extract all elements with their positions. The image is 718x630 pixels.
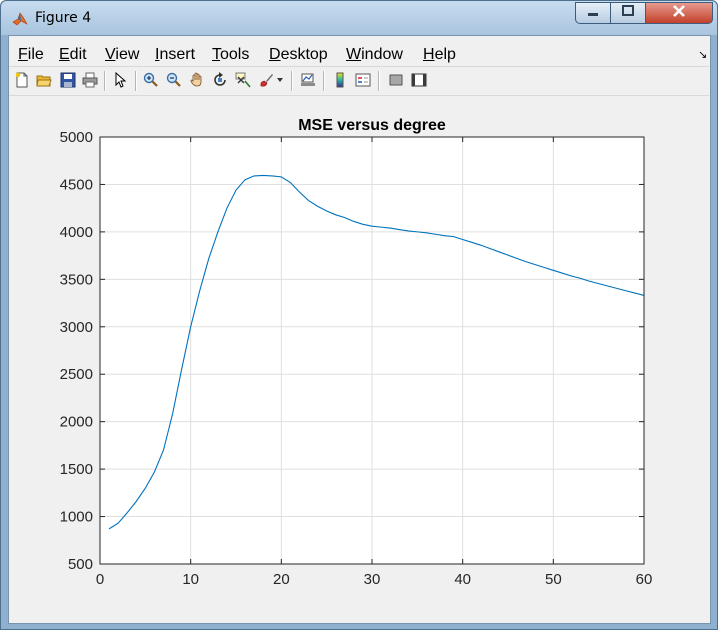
maximize-button[interactable] [610, 2, 646, 24]
figure-canvas: 0 10 20 30 40 50 60 500 1000 1500 2000 2500 3000 3500… [9, 96, 710, 623]
insert-legend-icon[interactable] [353, 70, 373, 90]
series-line-mse[interactable] [108, 174, 645, 530]
zoom-out-icon[interactable] [164, 70, 184, 90]
x-tick-label: 0 [96, 571, 104, 588]
close-button[interactable] [645, 2, 713, 24]
matlab-logo-icon [12, 11, 28, 27]
plot-svg: 0 10 20 30 40 50 60 500 1000 1500 2000 2500 3000 3500… [60, 117, 653, 588]
menu-view[interactable]: View [105, 46, 140, 63]
y-tick-label: 4500 [60, 176, 93, 193]
new-figure-icon[interactable] [12, 70, 32, 90]
insert-colorbar-icon[interactable] [330, 70, 350, 90]
menu-desktop[interactable]: Desktop [269, 46, 328, 63]
figure-client-area: File Edit View Insert Tools Desktop Wind… [8, 35, 711, 624]
menu-edit[interactable]: Edit [59, 46, 87, 63]
menu-bar: File Edit View Insert Tools Desktop Wind… [9, 39, 709, 65]
title-bar[interactable]: Figure 4 [1, 1, 717, 35]
x-tick-label: 20 [273, 571, 290, 588]
y-tick-label: 4000 [60, 224, 93, 241]
print-icon[interactable] [80, 70, 100, 90]
dock-arrow-icon[interactable]: ↘ [698, 49, 708, 61]
close-icon [671, 4, 687, 23]
menu-insert[interactable]: Insert [155, 46, 196, 63]
rotate-3d-icon[interactable] [210, 70, 230, 90]
y-tick-label: 2500 [60, 366, 93, 383]
y-tick-label: 5000 [60, 129, 93, 146]
brush-dropdown-icon[interactable] [275, 70, 285, 90]
x-tick-label: 40 [454, 571, 471, 588]
y-tick-label: 1500 [60, 461, 93, 478]
open-file-icon[interactable] [34, 70, 54, 90]
hide-plot-tools-icon[interactable] [386, 70, 406, 90]
x-tick-label: 30 [364, 571, 381, 588]
y-tick-label: 2000 [60, 414, 93, 431]
y-tick-label: 1000 [60, 509, 93, 526]
menu-window[interactable]: Window [346, 46, 403, 63]
y-tick-label: 3500 [60, 271, 93, 288]
window-title: Figure 4 [35, 10, 92, 26]
pan-hand-icon[interactable] [187, 70, 207, 90]
x-tick-label: 60 [636, 571, 653, 588]
data-cursor-icon[interactable] [233, 70, 253, 90]
axes-box [99, 136, 645, 565]
minimize-icon [586, 4, 600, 22]
maximize-icon [621, 4, 635, 22]
link-plot-icon[interactable] [298, 70, 318, 90]
menu-help[interactable]: Help [423, 46, 456, 63]
x-tick-label: 50 [545, 571, 562, 588]
zoom-in-icon[interactable] [141, 70, 161, 90]
save-icon[interactable] [58, 70, 78, 90]
minimize-button[interactable] [575, 2, 611, 24]
show-plot-tools-icon[interactable] [409, 70, 429, 90]
chart-title: MSE versus degree [298, 117, 446, 134]
edit-plot-arrow-icon[interactable] [110, 70, 130, 90]
menu-tools[interactable]: Tools [212, 46, 250, 63]
x-tick-label: 10 [182, 571, 199, 588]
brush-icon[interactable] [256, 70, 276, 90]
y-tick-label: 3000 [60, 319, 93, 336]
figure-toolbar [9, 66, 709, 96]
y-tick-label: 500 [68, 556, 93, 573]
menu-file[interactable]: File [18, 46, 44, 63]
